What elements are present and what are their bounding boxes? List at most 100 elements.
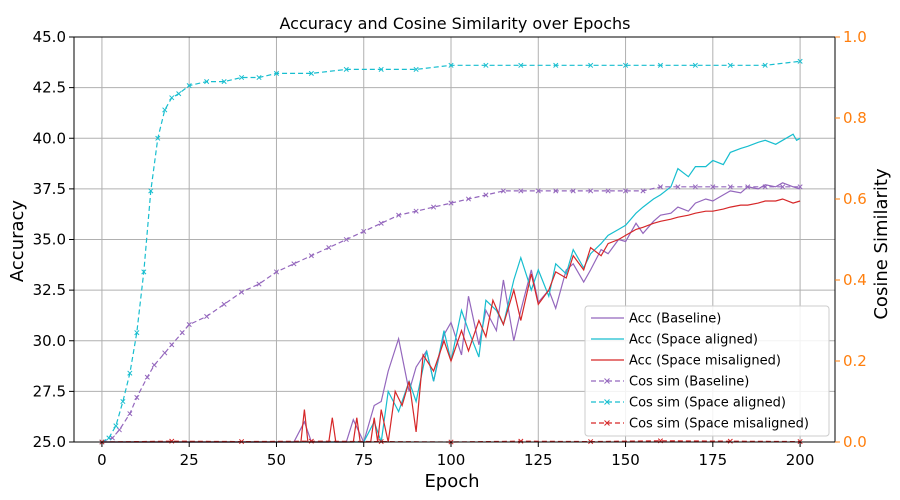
series-line-acc-baseline [101, 182, 801, 443]
series-line-cos-sim-baseline [101, 186, 801, 443]
y-tick-label: 35.0 [33, 231, 66, 249]
data-point-cos-sim-baseline [640, 188, 646, 194]
data-point-cos-sim-space-aligned [588, 62, 594, 68]
data-point-cos-sim-space-aligned [413, 66, 419, 72]
data-point-cos-sim-baseline [553, 188, 559, 194]
y2-tick-label: 1.0 [843, 28, 867, 46]
data-point-cos-sim-baseline [343, 236, 349, 243]
data-point-cos-sim-space-aligned [273, 70, 280, 77]
data-point-cos-sim-baseline [570, 188, 576, 194]
y2-tick-label: 0.4 [843, 271, 867, 289]
legend-label: Cos sim (Space misaligned) [629, 417, 809, 432]
data-point-cos-sim-space-misaligned [308, 438, 314, 444]
y2-tick-label: 0.6 [843, 190, 867, 208]
data-point-cos-sim-baseline [762, 184, 768, 190]
data-point-cos-sim-baseline [413, 208, 419, 214]
data-point-cos-sim-space-aligned [120, 398, 126, 405]
data-point-cos-sim-baseline [605, 188, 611, 194]
data-point-cos-sim-space-aligned [106, 435, 112, 441]
data-point-cos-sim-baseline [256, 281, 262, 287]
data-point-cos-sim-space-aligned [141, 269, 147, 275]
series-line-acc-space-aligned [101, 133, 801, 443]
data-point-cos-sim-baseline [692, 184, 698, 190]
data-point-cos-sim-space-aligned [155, 135, 161, 141]
data-point-cos-sim-baseline [710, 184, 716, 190]
data-point-cos-sim-space-aligned [518, 62, 524, 68]
x-tick-label: 50 [267, 451, 286, 469]
data-point-cos-sim-baseline [588, 188, 594, 194]
chart-title: Accuracy and Cosine Similarity over Epoc… [280, 14, 631, 33]
y-tick-label: 32.5 [33, 281, 66, 299]
x-tick-label: 0 [97, 451, 107, 469]
data-point-cos-sim-space-misaligned [169, 438, 175, 444]
legend-label: Acc (Baseline) [629, 312, 721, 327]
data-point-cos-sim-baseline [500, 188, 506, 194]
data-point-cos-sim-baseline [291, 261, 297, 267]
data-point-cos-sim-space-aligned [727, 62, 733, 68]
data-point-cos-sim-baseline [745, 184, 751, 190]
legend-label: Cos sim (Space aligned) [629, 396, 786, 411]
data-point-cos-sim-space-aligned [622, 62, 629, 68]
data-point-cos-sim-baseline [483, 192, 489, 198]
x-axis-title: Epoch [424, 471, 479, 492]
data-point-cos-sim-baseline [326, 245, 332, 251]
data-point-cos-sim-baseline [780, 184, 786, 190]
data-point-cos-sim-baseline [162, 350, 168, 356]
legend-label: Cos sim (Baseline) [629, 375, 749, 390]
data-point-cos-sim-baseline [134, 394, 140, 401]
series-line-cos-sim-space-misaligned [101, 440, 801, 443]
data-point-cos-sim-baseline [675, 184, 681, 190]
data-point-cos-sim-baseline [396, 212, 402, 218]
legend-marker [604, 378, 610, 384]
data-point-cos-sim-baseline [186, 321, 192, 328]
data-point-cos-sim-baseline [169, 342, 175, 348]
data-point-cos-sim-baseline [465, 196, 472, 202]
data-point-cos-sim-space-aligned [186, 83, 192, 89]
y-tick-label: 25.0 [33, 433, 66, 451]
axes: 0 25 50 75 100 125 150 175 200 25.0 27.5 30.0 32.5 35… [33, 28, 867, 469]
legend-label: Acc (Space misaligned) [629, 354, 781, 369]
data-point-cos-sim-space-misaligned [518, 438, 524, 444]
data-point-cos-sim-space-aligned [797, 58, 803, 64]
data-point-cos-sim-baseline [144, 374, 150, 380]
legend: Acc (Baseline) Acc (Space aligned) Acc (Sp… [584, 305, 830, 437]
y2-axis-title: Cosine Similarity [871, 168, 892, 320]
legend-label: Acc (Space aligned) [629, 333, 758, 348]
y-tick-label: 30.0 [33, 332, 66, 350]
x-tick-label: 25 [180, 451, 199, 469]
data-point-cos-sim-space-aligned [553, 62, 559, 68]
data-point-cos-sim-baseline [204, 313, 210, 320]
data-point-cos-sim-baseline [657, 184, 664, 190]
data-point-cos-sim-space-aligned [221, 78, 227, 85]
legend-marker [604, 420, 610, 426]
data-point-cos-sim-space-aligned [134, 330, 140, 336]
x-tick-label: 75 [354, 451, 373, 469]
y-tick-label: 45.0 [33, 28, 66, 46]
data-point-cos-sim-baseline [239, 289, 245, 295]
data-point-cos-sim-baseline [431, 204, 437, 210]
x-tick-label: 100 [437, 451, 466, 469]
data-point-cos-sim-baseline [151, 362, 157, 368]
data-point-cos-sim-baseline [179, 330, 185, 336]
data-point-cos-sim-space-aligned [762, 62, 768, 68]
data-point-cos-sim-space-aligned [483, 62, 489, 68]
data-point-cos-sim-space-aligned [169, 95, 175, 101]
data-point-cos-sim-space-aligned [148, 188, 154, 194]
data-point-cos-sim-space-aligned [127, 370, 133, 376]
data-point-cos-sim-baseline [727, 184, 733, 190]
data-point-cos-sim-space-aligned [448, 62, 454, 68]
data-point-cos-sim-space-aligned [308, 70, 314, 77]
data-point-cos-sim-baseline [116, 427, 122, 433]
x-tick-label: 175 [699, 451, 728, 469]
data-point-cos-sim-space-aligned [239, 74, 245, 81]
data-point-cos-sim-baseline [518, 188, 524, 194]
data-point-cos-sim-space-aligned [343, 66, 349, 72]
data-point-cos-sim-baseline [127, 411, 133, 417]
y-tick-label: 37.5 [33, 180, 66, 198]
data-point-cos-sim-space-aligned [176, 91, 182, 97]
data-point-cos-sim-space-aligned [256, 74, 262, 81]
y-tick-label: 27.5 [33, 382, 66, 400]
data-point-cos-sim-space-aligned [378, 66, 384, 72]
data-point-cos-sim-baseline [361, 228, 367, 234]
